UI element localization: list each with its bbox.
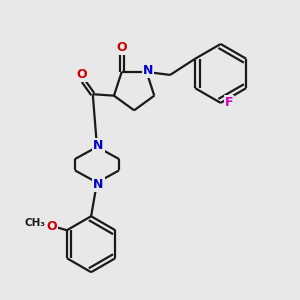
Text: CH₃: CH₃ [25,218,46,228]
Text: N: N [93,139,104,152]
Text: O: O [76,68,87,81]
Text: O: O [46,220,57,233]
Text: O: O [116,41,127,54]
Text: N: N [143,64,153,77]
Text: F: F [225,96,233,110]
Text: N: N [93,178,104,190]
